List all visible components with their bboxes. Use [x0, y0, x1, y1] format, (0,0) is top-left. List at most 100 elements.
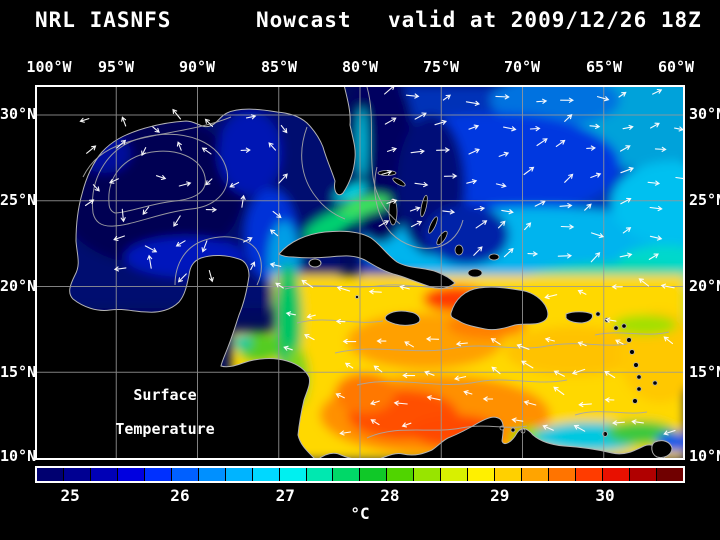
current-vector: [650, 122, 660, 129]
current-vector: [275, 282, 284, 289]
current-vector: [611, 284, 623, 290]
current-vector: [573, 424, 586, 432]
current-vector: [113, 266, 127, 272]
current-vector: [304, 333, 315, 341]
current-vector: [301, 279, 314, 288]
lon-tick-label: 65°W: [585, 58, 623, 76]
current-vector: [155, 175, 167, 181]
current-vector: [404, 341, 414, 348]
current-vector: [401, 422, 412, 428]
current-vector: [425, 336, 440, 342]
current-vector: [120, 208, 126, 223]
current-vector: [201, 147, 212, 155]
current-vector: [113, 235, 125, 241]
colorbar-segment: [521, 468, 549, 481]
colorbar: [35, 466, 685, 483]
current-vector: [521, 360, 534, 369]
sst-field-svg: [35, 85, 685, 460]
current-vector: [542, 424, 554, 431]
north-central-america-landmass: [35, 85, 356, 460]
current-vector: [498, 151, 510, 157]
current-vector: [240, 147, 251, 153]
current-vector: [370, 419, 380, 426]
current-vector: [384, 117, 397, 125]
current-vector: [577, 289, 587, 295]
current-vector: [399, 284, 410, 290]
current-vector: [620, 166, 634, 174]
current-vector: [663, 336, 674, 345]
current-vector: [147, 254, 153, 269]
current-vector: [652, 88, 663, 95]
current-vector: [523, 166, 535, 176]
current-vector: [468, 124, 480, 130]
current-vector: [436, 147, 451, 153]
current-vector: [268, 142, 277, 151]
current-vector: [596, 96, 610, 102]
current-vector: [280, 124, 288, 134]
colorbar-segment: [305, 468, 333, 481]
current-vector: [654, 146, 667, 152]
current-vector: [443, 173, 458, 179]
colorbar-unit: °C: [350, 504, 370, 523]
current-vector: [466, 179, 478, 185]
current-vector: [405, 93, 420, 99]
colorbar-tick-label: 25: [60, 486, 80, 505]
lat-tick-left: 15°N: [0, 363, 37, 381]
current-vector: [424, 370, 435, 376]
current-vector: [243, 237, 253, 243]
current-vector: [373, 365, 383, 373]
current-vector: [410, 148, 425, 155]
isla-juventud-island: [308, 258, 322, 268]
current-vector: [618, 91, 627, 98]
colorbar-tick-label: 29: [490, 486, 510, 505]
current-vector: [442, 94, 451, 101]
current-vector: [590, 172, 602, 179]
colorbar-segment: [386, 468, 414, 481]
lat-tick-left: 30°N: [0, 105, 37, 123]
current-vector: [474, 206, 486, 212]
current-vector: [378, 220, 390, 227]
current-vector: [204, 118, 214, 128]
current-vector: [497, 220, 506, 229]
colorbar-tick-label: 27: [275, 486, 295, 505]
current-vector: [560, 97, 574, 103]
lat-tick-right: 20°N: [689, 277, 720, 295]
colorbar-segment: [332, 468, 360, 481]
current-vector: [208, 269, 214, 283]
current-vector: [386, 198, 398, 204]
current-vector: [482, 396, 494, 402]
current-vector: [272, 210, 282, 219]
current-vector: [631, 419, 644, 425]
lon-tick-label: 100°W: [26, 58, 72, 76]
current-vector: [393, 400, 408, 406]
current-vector: [612, 420, 625, 426]
current-vector: [622, 124, 634, 130]
current-vectors: [79, 85, 685, 436]
lon-tick-label: 85°W: [260, 58, 298, 76]
current-vector: [142, 206, 150, 215]
south-america-landmass: [316, 416, 667, 460]
current-vector: [560, 224, 575, 230]
current-vector: [426, 395, 441, 401]
current-vector: [559, 203, 573, 209]
current-vector: [336, 285, 351, 292]
current-vector: [410, 220, 423, 228]
colorbar-segment: [278, 468, 306, 481]
current-vector: [468, 148, 480, 155]
variable-label: Surface Temperature: [90, 388, 240, 456]
colorbar-segment: [224, 468, 252, 481]
current-vector: [503, 126, 517, 132]
current-vector: [578, 401, 592, 408]
current-vector: [92, 184, 100, 192]
colorbar-tick-label: 28: [380, 486, 400, 505]
current-vector: [622, 227, 632, 234]
current-vector: [454, 375, 467, 381]
valid-time: valid at 2009/12/26 18Z: [388, 8, 702, 32]
current-vector: [121, 116, 127, 127]
current-vector: [175, 240, 186, 247]
colorbar-segment: [467, 468, 495, 481]
colorbar-segment: [116, 468, 144, 481]
current-vector: [536, 138, 548, 147]
current-vector: [376, 338, 387, 344]
